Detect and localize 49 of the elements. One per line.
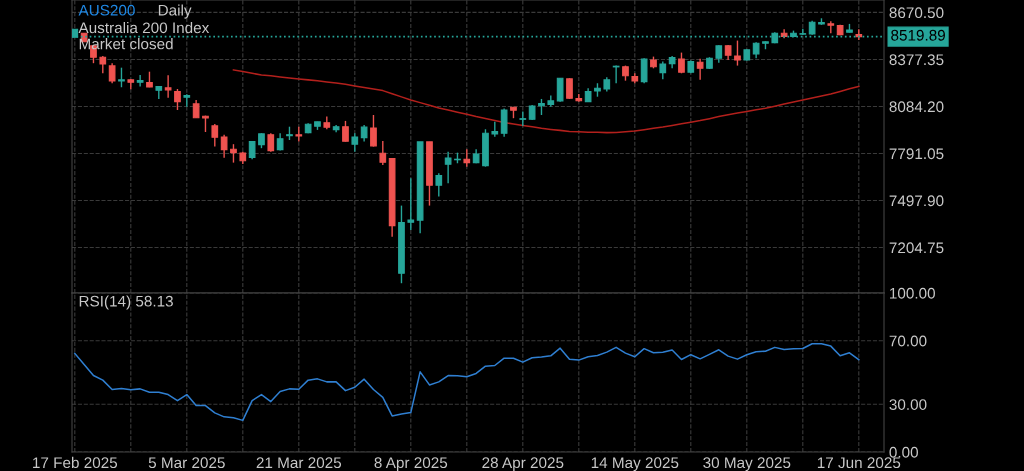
candlestick	[734, 39, 741, 67]
candlestick	[174, 88, 181, 111]
candlestick	[435, 172, 443, 198]
y-tick-label: 7791.05	[889, 148, 944, 160]
ref-line-label: 8519.89	[891, 29, 945, 41]
x-tick-label: 14 May 2025	[591, 457, 679, 471]
y-tick-label: 8670.50	[889, 7, 944, 19]
line-series	[74, 342, 860, 422]
chart-title: AUS200	[78, 4, 135, 16]
chart-subtitle: Daily	[158, 4, 192, 19]
line-series	[232, 69, 860, 134]
candlestick	[370, 114, 377, 148]
candlestick	[267, 132, 275, 153]
y-tick-label: 7497.90	[889, 195, 944, 207]
y-tick-label: 0.00	[889, 446, 918, 458]
y-tick-label: 30.00	[889, 399, 927, 410]
y-tick-label: 7204.75	[889, 242, 944, 254]
x-tick-label: 8 Apr 2025	[374, 457, 448, 471]
candlestick	[211, 123, 219, 148]
x-tick-label: 30 May 2025	[703, 457, 791, 471]
candlestick	[220, 134, 228, 159]
candlestick	[136, 74, 144, 88]
candlestick	[556, 77, 564, 103]
x-tick-label: 17 Jun 2025	[817, 457, 901, 469]
x-tick-label: 28 Apr 2025	[482, 457, 564, 471]
candlestick	[407, 177, 415, 231]
candlestick	[566, 77, 573, 100]
candlestick	[696, 58, 704, 81]
candlestick	[342, 120, 349, 143]
y-tick-label: 70.00	[889, 335, 927, 347]
candlestick	[230, 143, 237, 164]
candlestick	[164, 74, 172, 99]
annotation: Australia 200 Index	[78, 21, 210, 34]
x-tick-label: 5 Mar 2025	[148, 457, 225, 469]
candlestick	[351, 132, 359, 153]
chart-title: RSI(14) 58.13	[79, 295, 173, 310]
candlestick	[118, 66, 125, 88]
annotation: Market closed	[79, 38, 173, 50]
y-tick-label: 100.00	[890, 287, 935, 299]
candlestick	[379, 140, 387, 166]
candlestick	[108, 62, 116, 84]
x-tick-label: 17 Feb 2025	[33, 456, 118, 469]
candlestick	[500, 107, 508, 138]
candlestick	[640, 57, 648, 84]
candlestick	[612, 64, 620, 84]
y-tick-label: 8084.20	[889, 101, 944, 113]
y-tick-label: 8377.35	[889, 54, 944, 66]
x-tick-label: 21 Mar 2025	[256, 457, 342, 469]
candlestick	[444, 151, 452, 185]
